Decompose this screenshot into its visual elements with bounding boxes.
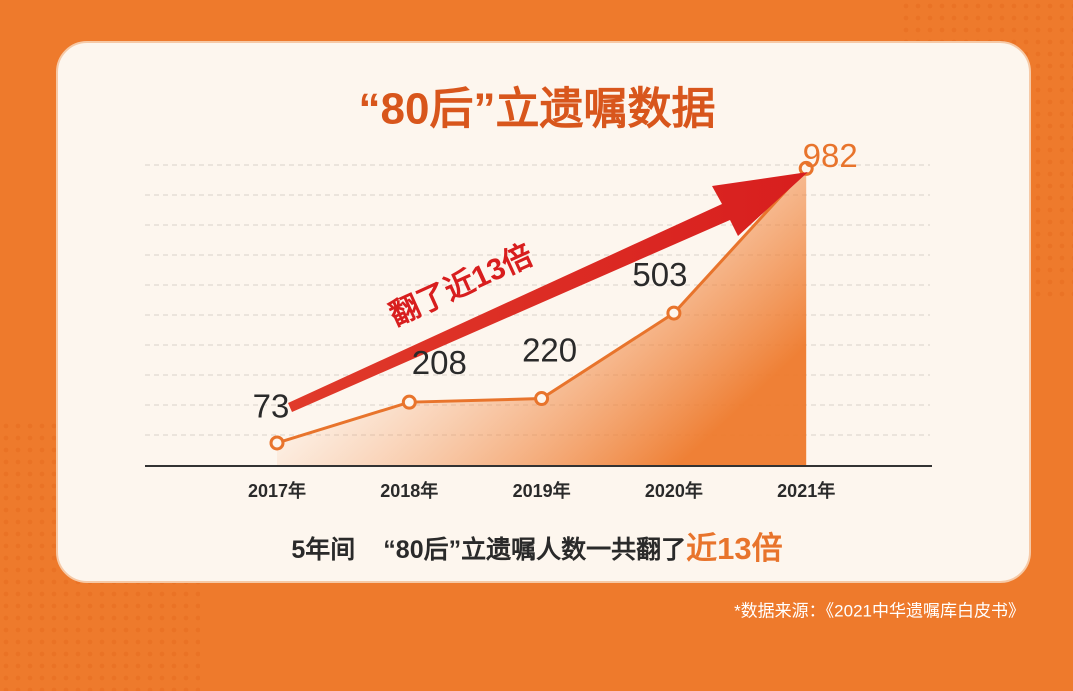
- x-tick-label: 2018年: [380, 480, 438, 501]
- point: [269, 435, 285, 451]
- x-tick-label: 2019年: [513, 480, 571, 501]
- caption: 5年间 “80后”立遗嘱人数一共翻了近13倍: [291, 531, 782, 566]
- value-label: 73: [253, 388, 290, 425]
- caption-part: 5年间: [291, 535, 355, 564]
- point: [666, 305, 682, 321]
- value-label: 503: [632, 256, 687, 293]
- arrow: [288, 172, 808, 412]
- x-tick-label: 2017年: [248, 480, 306, 501]
- x-tick-label: 2021年: [777, 480, 835, 501]
- caption-part: “80后”立遗嘱人数一共翻了: [383, 535, 686, 564]
- chart-title: “80后”立遗嘱数据: [359, 85, 716, 134]
- x-tick-label: 2020年: [645, 480, 703, 501]
- point: [798, 160, 814, 176]
- plot: [269, 160, 814, 465]
- point: [534, 391, 550, 407]
- caption-highlight: 近13倍: [686, 531, 782, 566]
- grid: [145, 164, 930, 436]
- point: [401, 394, 417, 410]
- source: *数据来源：《2021中华遗嘱库白皮书》: [734, 601, 1025, 620]
- value-label: 220: [522, 331, 577, 368]
- area: [277, 168, 807, 465]
- value-label: 982: [803, 137, 858, 174]
- value-label: 208: [412, 344, 467, 381]
